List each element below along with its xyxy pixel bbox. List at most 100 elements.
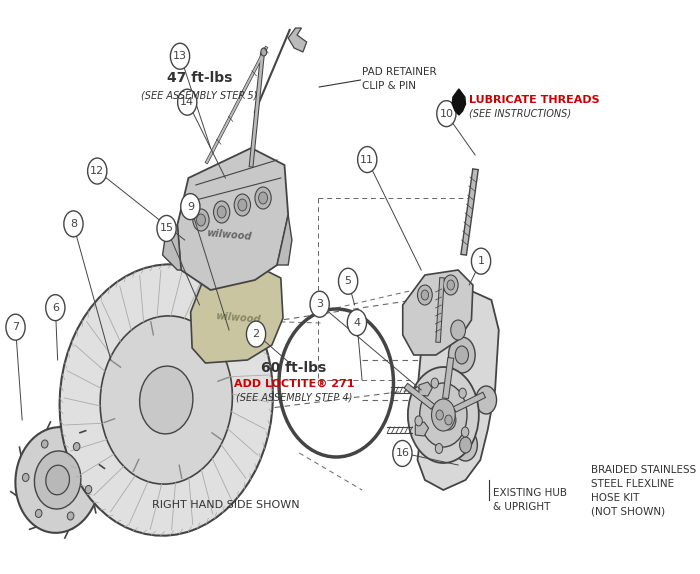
- Circle shape: [476, 386, 496, 414]
- Ellipse shape: [85, 486, 92, 494]
- Circle shape: [234, 194, 251, 216]
- Circle shape: [339, 268, 358, 294]
- Ellipse shape: [46, 465, 69, 495]
- Circle shape: [258, 192, 267, 204]
- Polygon shape: [162, 225, 181, 270]
- Polygon shape: [452, 89, 466, 115]
- Text: (SEE ASSEMBLY STEP 5): (SEE ASSEMBLY STEP 5): [141, 90, 258, 100]
- Ellipse shape: [74, 443, 80, 451]
- Circle shape: [431, 378, 438, 388]
- Text: (NOT SHOWN): (NOT SHOWN): [591, 507, 665, 517]
- Polygon shape: [415, 422, 428, 436]
- Circle shape: [444, 415, 452, 425]
- Circle shape: [420, 383, 467, 447]
- Ellipse shape: [35, 509, 42, 518]
- Circle shape: [157, 215, 176, 242]
- Circle shape: [88, 158, 107, 184]
- Circle shape: [214, 201, 230, 223]
- Text: EXISTING HUB: EXISTING HUB: [493, 488, 567, 498]
- Ellipse shape: [41, 440, 48, 448]
- Text: RIGHT HAND SIDE SHOWN: RIGHT HAND SIDE SHOWN: [152, 500, 299, 510]
- Circle shape: [310, 291, 329, 317]
- Text: 10: 10: [440, 108, 454, 119]
- Text: wilwood: wilwood: [206, 228, 252, 242]
- Text: 16: 16: [395, 448, 409, 459]
- Text: (SEE INSTRUCTIONS): (SEE INSTRUCTIONS): [469, 109, 571, 119]
- Text: 11: 11: [360, 154, 374, 165]
- Text: 14: 14: [180, 97, 195, 107]
- Ellipse shape: [22, 474, 29, 482]
- Circle shape: [408, 367, 479, 463]
- Circle shape: [421, 290, 428, 300]
- Text: 9: 9: [187, 201, 194, 212]
- Circle shape: [181, 193, 200, 220]
- Polygon shape: [277, 215, 292, 265]
- Ellipse shape: [139, 366, 193, 434]
- Circle shape: [460, 437, 471, 453]
- Text: 12: 12: [90, 166, 104, 176]
- Circle shape: [197, 214, 205, 226]
- Text: 3: 3: [316, 299, 323, 309]
- Circle shape: [246, 321, 265, 347]
- Circle shape: [347, 309, 367, 336]
- Circle shape: [193, 209, 209, 231]
- Circle shape: [433, 405, 447, 425]
- Circle shape: [455, 346, 468, 364]
- Text: 4: 4: [354, 317, 360, 328]
- Text: 6: 6: [52, 302, 59, 313]
- Ellipse shape: [100, 316, 232, 484]
- Ellipse shape: [15, 427, 100, 533]
- Circle shape: [447, 280, 454, 290]
- Circle shape: [255, 187, 271, 209]
- Text: STEEL FLEXLINE: STEEL FLEXLINE: [591, 479, 674, 489]
- Text: 15: 15: [160, 223, 174, 234]
- Text: 8: 8: [70, 219, 77, 229]
- Circle shape: [459, 388, 466, 398]
- Circle shape: [6, 314, 25, 340]
- Circle shape: [461, 427, 469, 437]
- Text: & UPRIGHT: & UPRIGHT: [493, 502, 550, 512]
- Circle shape: [443, 275, 458, 295]
- Ellipse shape: [34, 451, 81, 509]
- Circle shape: [217, 206, 226, 218]
- Text: LUBRICATE THREADS: LUBRICATE THREADS: [469, 95, 600, 105]
- Circle shape: [471, 248, 491, 274]
- Polygon shape: [190, 265, 283, 363]
- Circle shape: [393, 440, 412, 467]
- Text: (SEE ASSEMBLY STEP 4): (SEE ASSEMBLY STEP 4): [236, 393, 352, 403]
- Polygon shape: [177, 148, 288, 290]
- Text: 2: 2: [253, 329, 260, 339]
- Ellipse shape: [60, 264, 273, 536]
- Circle shape: [431, 399, 455, 431]
- Polygon shape: [288, 28, 307, 52]
- Text: 13: 13: [173, 51, 187, 61]
- Text: CLIP & PIN: CLIP & PIN: [362, 81, 416, 91]
- Circle shape: [64, 211, 83, 237]
- Text: BRAIDED STAINLESS: BRAIDED STAINLESS: [591, 465, 696, 475]
- Circle shape: [46, 294, 65, 321]
- Polygon shape: [419, 382, 433, 396]
- Text: HOSE KIT: HOSE KIT: [591, 493, 640, 503]
- Circle shape: [449, 337, 475, 373]
- Text: 60 ft-lbs: 60 ft-lbs: [262, 361, 327, 375]
- Text: 7: 7: [12, 322, 19, 332]
- Circle shape: [238, 199, 247, 211]
- Circle shape: [451, 320, 466, 340]
- Circle shape: [358, 146, 377, 173]
- Circle shape: [435, 444, 442, 453]
- Text: 47 ft-lbs: 47 ft-lbs: [167, 71, 232, 85]
- Circle shape: [170, 43, 190, 69]
- Circle shape: [441, 410, 456, 430]
- Text: 5: 5: [344, 276, 351, 286]
- Text: ADD LOCTITE® 271: ADD LOCTITE® 271: [234, 379, 354, 389]
- Text: 1: 1: [477, 256, 484, 266]
- Text: wilwood: wilwood: [215, 311, 261, 325]
- Text: PAD RETAINER: PAD RETAINER: [362, 67, 437, 77]
- Polygon shape: [417, 290, 499, 490]
- Polygon shape: [402, 270, 473, 355]
- Circle shape: [437, 100, 456, 127]
- Circle shape: [417, 285, 433, 305]
- Ellipse shape: [67, 512, 74, 520]
- Circle shape: [415, 416, 422, 426]
- Circle shape: [436, 410, 443, 420]
